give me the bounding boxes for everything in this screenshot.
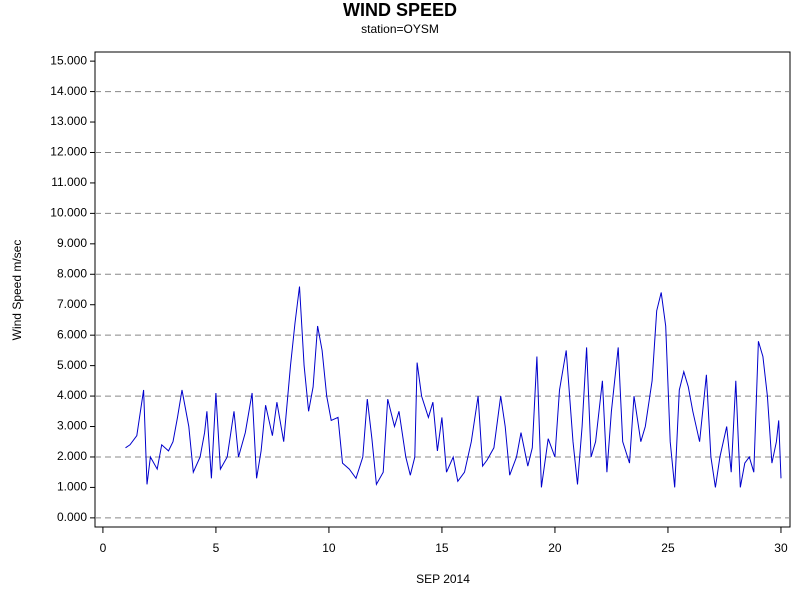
y-tick-label: 1.000 <box>57 480 87 494</box>
x-tick-label: 30 <box>774 541 788 555</box>
plot-frame <box>94 51 791 528</box>
x-tick-label: 10 <box>322 541 336 555</box>
y-tick-label: 8.000 <box>57 266 87 280</box>
y-tick-label: 0.000 <box>57 510 87 524</box>
x-axis-label: SEP 2014 <box>416 572 470 586</box>
x-tick-label: 15 <box>435 541 449 555</box>
y-tick-label: 12.000 <box>50 145 87 159</box>
y-tick-label: 4.000 <box>57 388 87 402</box>
chart-title: WIND SPEED <box>343 0 457 20</box>
y-tick-label: 3.000 <box>57 419 87 433</box>
x-tick-label: 5 <box>213 541 220 555</box>
chart-subtitle: station=OYSM <box>361 22 439 36</box>
y-tick-label: 9.000 <box>57 236 87 250</box>
x-tick-label: 0 <box>100 541 107 555</box>
y-tick-label: 10.000 <box>50 206 87 220</box>
x-tick-label: 25 <box>661 541 675 555</box>
x-tick-label: 20 <box>548 541 562 555</box>
y-tick-label: 5.000 <box>57 358 87 372</box>
y-tick-label: 7.000 <box>57 297 87 311</box>
y-tick-label: 14.000 <box>50 84 87 98</box>
y-axis-label: Wind Speed m/sec <box>10 240 24 341</box>
y-tick-label: 6.000 <box>57 327 87 341</box>
y-tick-label: 15.000 <box>50 53 87 67</box>
y-tick-label: 11.000 <box>51 175 87 189</box>
series-line <box>125 286 782 488</box>
y-tick-label: 2.000 <box>57 449 87 463</box>
y-tick-label: 13.000 <box>50 114 87 128</box>
